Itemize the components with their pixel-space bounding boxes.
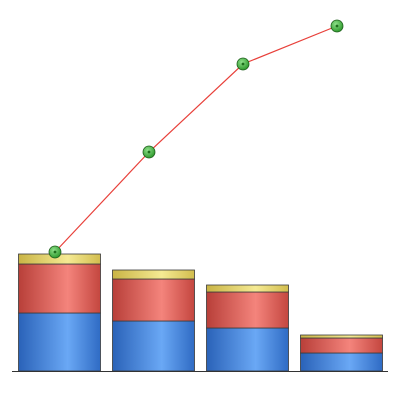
bar-segment-blue bbox=[18, 312, 101, 372]
line-series bbox=[54, 25, 338, 253]
bar-segment-yellow bbox=[112, 269, 195, 280]
line-marker-center bbox=[147, 150, 151, 154]
line-layer bbox=[48, 19, 344, 259]
bar-segment-blue bbox=[300, 352, 383, 372]
bar-segment-yellow bbox=[206, 284, 289, 293]
bar-segment-red bbox=[206, 291, 289, 329]
bar-segment-blue bbox=[206, 327, 289, 372]
bar-segment-red bbox=[300, 337, 383, 354]
bar-segment-blue bbox=[112, 320, 195, 372]
bars-layer bbox=[18, 253, 383, 372]
line-marker-center bbox=[241, 62, 245, 66]
line-marker-center bbox=[335, 24, 339, 28]
bar-segment-red bbox=[112, 278, 195, 322]
bar-segment-yellow bbox=[300, 334, 383, 339]
bar-segment-red bbox=[18, 263, 101, 314]
line-marker-center bbox=[53, 250, 57, 254]
